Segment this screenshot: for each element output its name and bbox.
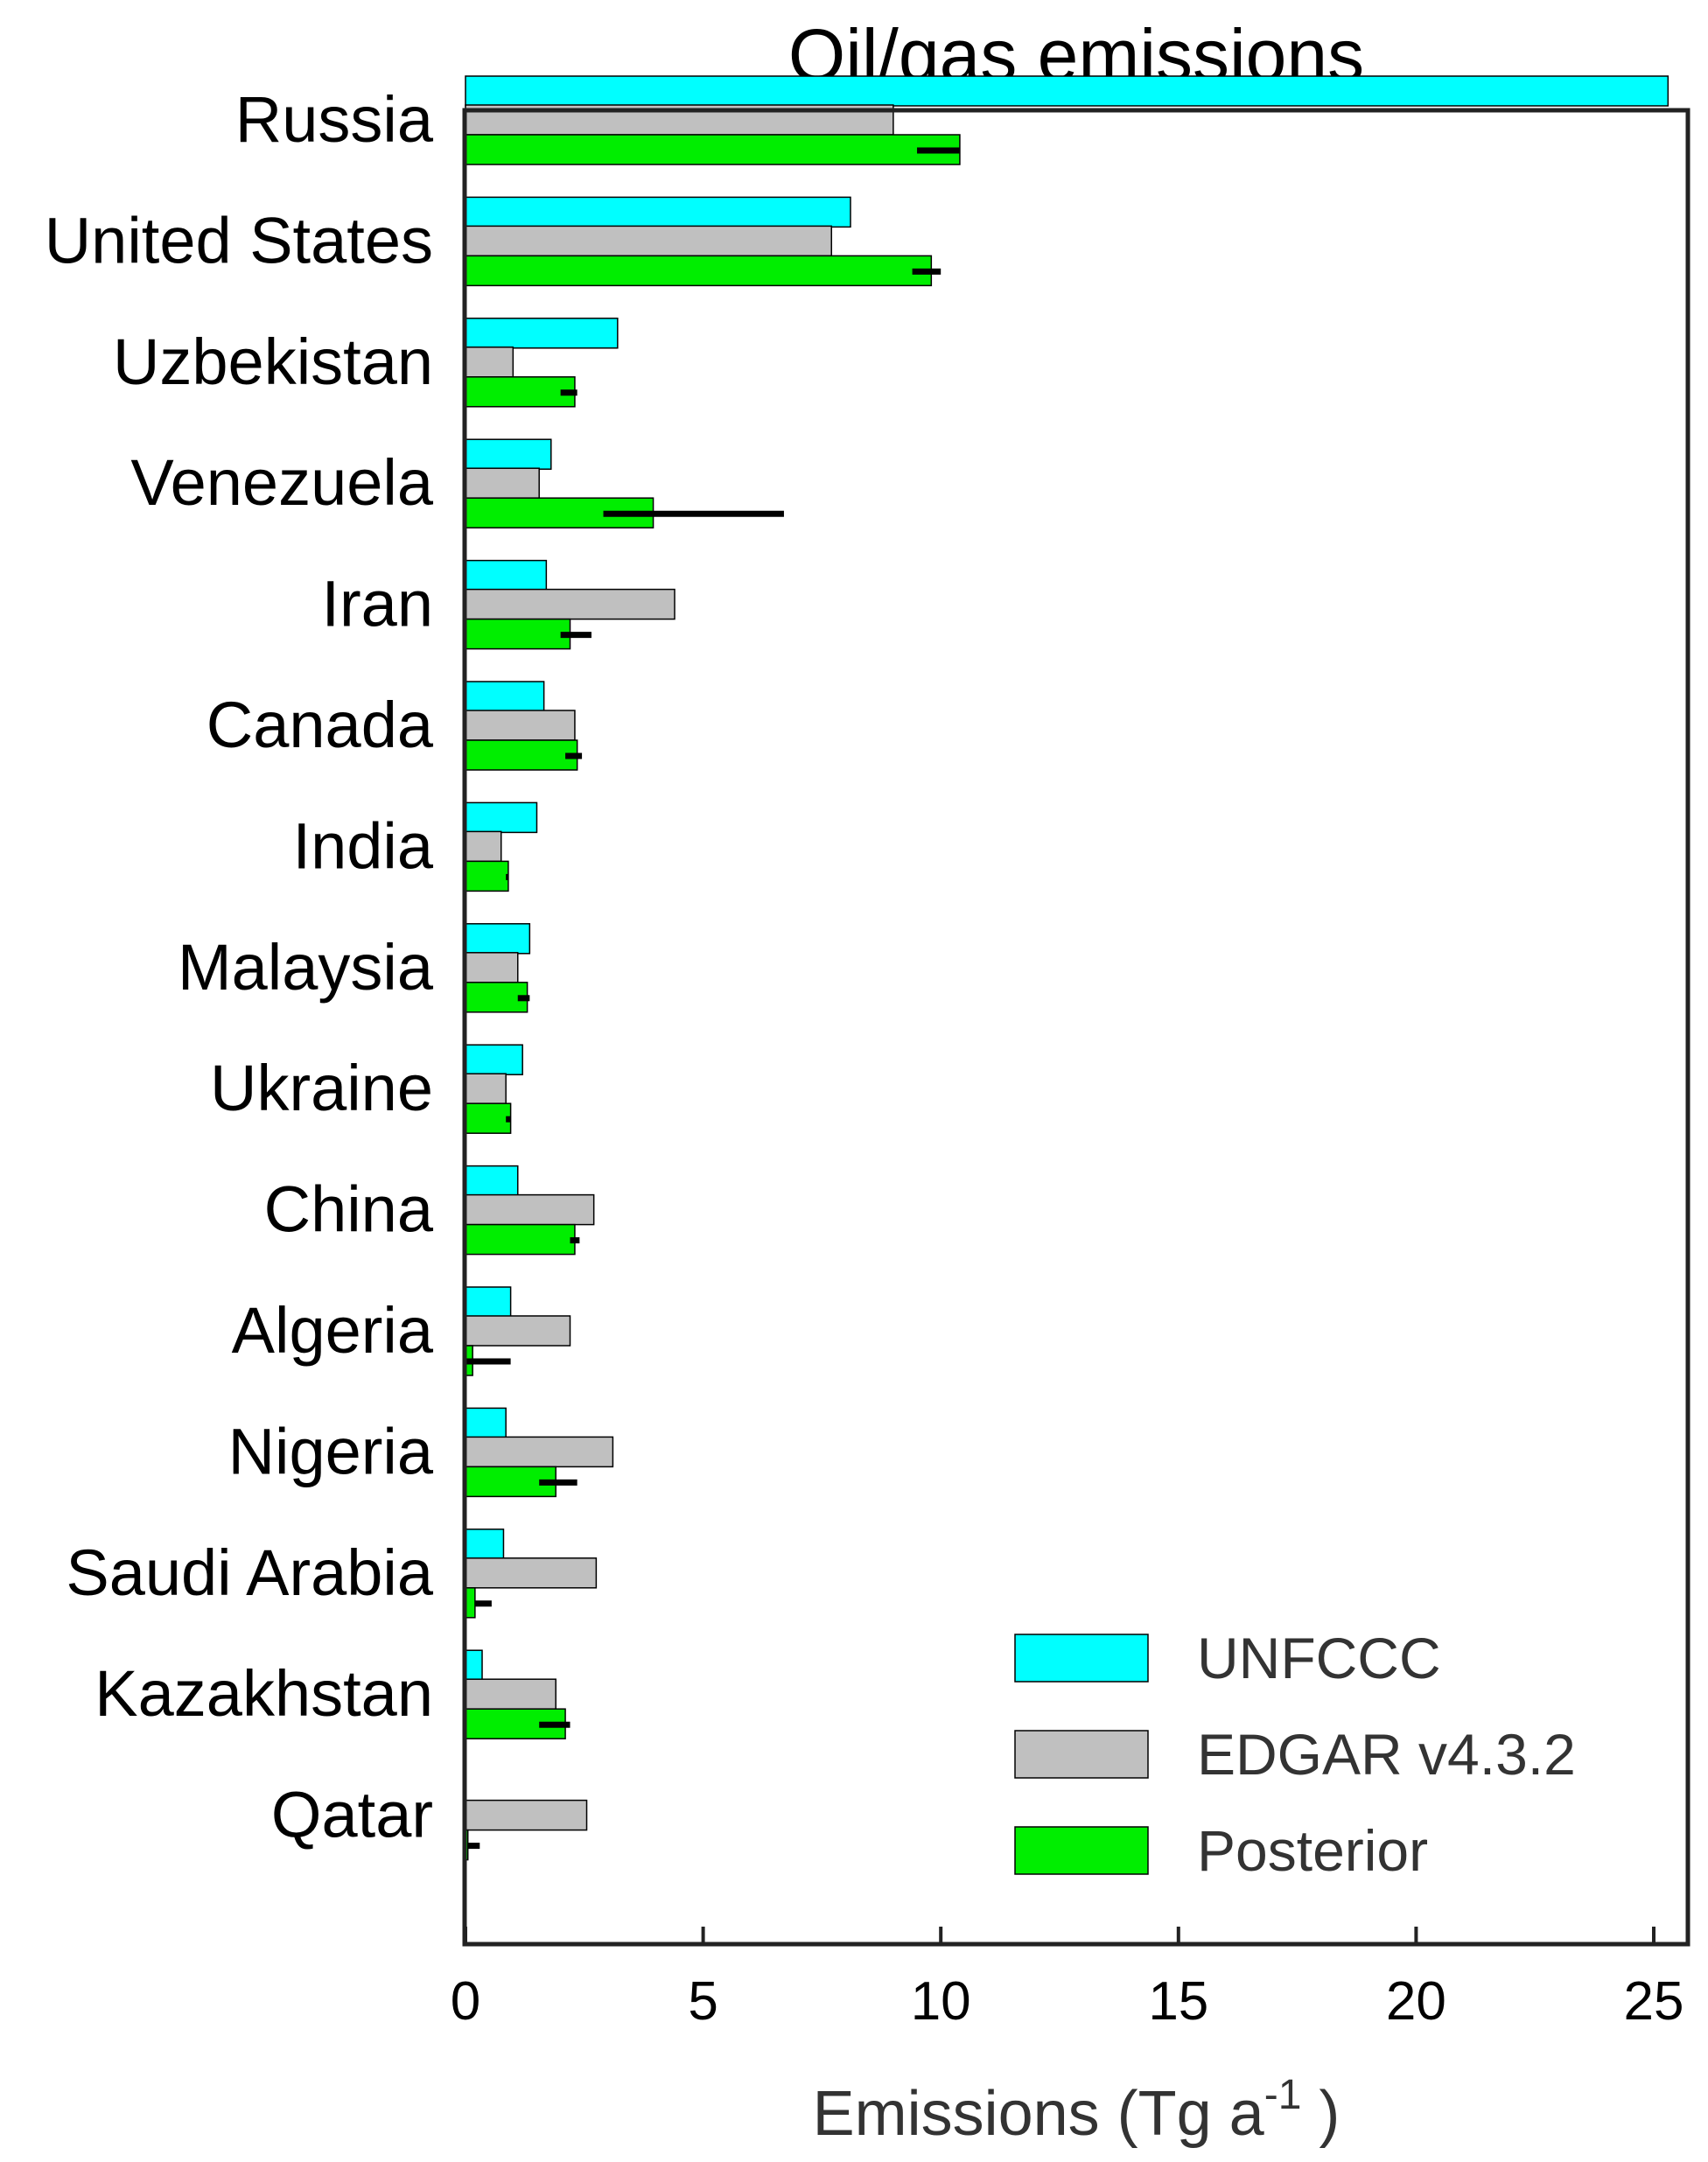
- bar-kazakhstan-edgar-v4-3-2: [465, 1678, 556, 1710]
- x-axis-label: Emissions (Tg a-1 ): [813, 2072, 1340, 2149]
- category-label-saudi-arabia: Saudi Arabia: [66, 1536, 433, 1609]
- x-tick-label-15: 15: [1148, 1971, 1208, 2032]
- bar-iran-posterior: [465, 618, 571, 650]
- category-label-china: China: [264, 1173, 434, 1246]
- bar-canada-edgar-v4-3-2: [465, 710, 576, 741]
- category-label-qatar: Qatar: [271, 1779, 433, 1851]
- x-tick-label-10: 10: [911, 1971, 971, 2032]
- x-axis-label-main: Emissions (Tg a: [813, 2079, 1265, 2149]
- x-axis-label-suffix: ): [1301, 2079, 1340, 2149]
- bar-ukraine-edgar-v4-3-2: [465, 1073, 507, 1104]
- bar-algeria-unfccc: [465, 1286, 512, 1318]
- bar-india-unfccc: [465, 801, 538, 834]
- bar-uzbekistan-edgar-v4-3-2: [465, 346, 514, 378]
- category-label-ukraine: Ukraine: [210, 1052, 433, 1124]
- category-label-malaysia: Malaysia: [178, 931, 434, 1004]
- legend-label-edgar-v4-3-2: EDGAR v4.3.2: [1197, 1722, 1576, 1787]
- category-label-kazakhstan: Kazakhstan: [94, 1657, 433, 1730]
- legend-swatch-unfccc: [1014, 1634, 1149, 1683]
- bar-uzbekistan-posterior: [465, 376, 576, 408]
- bar-venezuela-edgar-v4-3-2: [465, 467, 540, 499]
- bar-uzbekistan-unfccc: [465, 318, 619, 349]
- bar-india-edgar-v4-3-2: [465, 830, 502, 863]
- bar-russia-unfccc: [465, 75, 1670, 107]
- bar-algeria-edgar-v4-3-2: [465, 1315, 571, 1347]
- bar-saudi-arabia-unfccc: [465, 1529, 505, 1560]
- legend-label-unfccc: UNFCCC: [1197, 1626, 1441, 1690]
- bar-qatar-edgar-v4-3-2: [465, 1799, 588, 1831]
- bar-canada-unfccc: [465, 681, 545, 712]
- bar-ukraine-unfccc: [465, 1044, 523, 1075]
- legend-swatch-edgar-v4-3-2: [1014, 1730, 1149, 1779]
- bar-malaysia-unfccc: [465, 923, 531, 955]
- x-tick-label-5: 5: [688, 1971, 718, 2032]
- plot-frame: [462, 108, 1690, 1947]
- x-tick-label-0: 0: [451, 1971, 480, 2032]
- bar-russia-posterior: [465, 134, 961, 165]
- bar-india-posterior: [465, 860, 509, 892]
- bar-united-states-posterior: [465, 255, 933, 287]
- category-label-canada: Canada: [206, 689, 434, 761]
- category-label-russia: Russia: [235, 83, 434, 156]
- category-label-iran: Iran: [321, 568, 433, 640]
- bar-canada-posterior: [465, 739, 578, 771]
- category-label-venezuela: Venezuela: [130, 446, 433, 519]
- bar-venezuela-unfccc: [465, 438, 552, 470]
- category-label-uzbekistan: Uzbekistan: [113, 325, 433, 398]
- bar-nigeria-unfccc: [465, 1407, 507, 1439]
- bar-china-edgar-v4-3-2: [465, 1193, 595, 1226]
- legend-label-posterior: Posterior: [1197, 1818, 1428, 1883]
- bar-saudi-arabia-edgar-v4-3-2: [465, 1557, 598, 1589]
- bar-iran-unfccc: [465, 559, 548, 591]
- bar-iran-edgar-v4-3-2: [465, 588, 676, 620]
- bars-group: [465, 75, 1670, 1861]
- category-label-india: India: [293, 809, 434, 882]
- bar-ukraine-posterior: [465, 1102, 512, 1134]
- bar-saudi-arabia-posterior: [465, 1587, 476, 1619]
- x-tick-label-20: 20: [1386, 1971, 1446, 2032]
- category-label-algeria: Algeria: [232, 1294, 434, 1367]
- bar-china-posterior: [465, 1223, 576, 1256]
- bar-nigeria-edgar-v4-3-2: [465, 1436, 614, 1468]
- category-label-nigeria: Nigeria: [228, 1415, 434, 1487]
- bar-united-states-unfccc: [465, 196, 851, 228]
- category-label-united-states: United States: [45, 204, 433, 276]
- legend: UNFCCC EDGAR v4.3.2 Posterior: [1014, 1626, 1576, 1883]
- bar-china-unfccc: [465, 1165, 519, 1197]
- bar-malaysia-edgar-v4-3-2: [465, 952, 519, 983]
- x-tick-label-25: 25: [1624, 1971, 1684, 2032]
- legend-swatch-posterior: [1014, 1826, 1149, 1875]
- bar-kazakhstan-unfccc: [465, 1649, 483, 1681]
- x-axis-label-superscript: -1: [1264, 2072, 1302, 2118]
- bar-united-states-edgar-v4-3-2: [465, 225, 833, 257]
